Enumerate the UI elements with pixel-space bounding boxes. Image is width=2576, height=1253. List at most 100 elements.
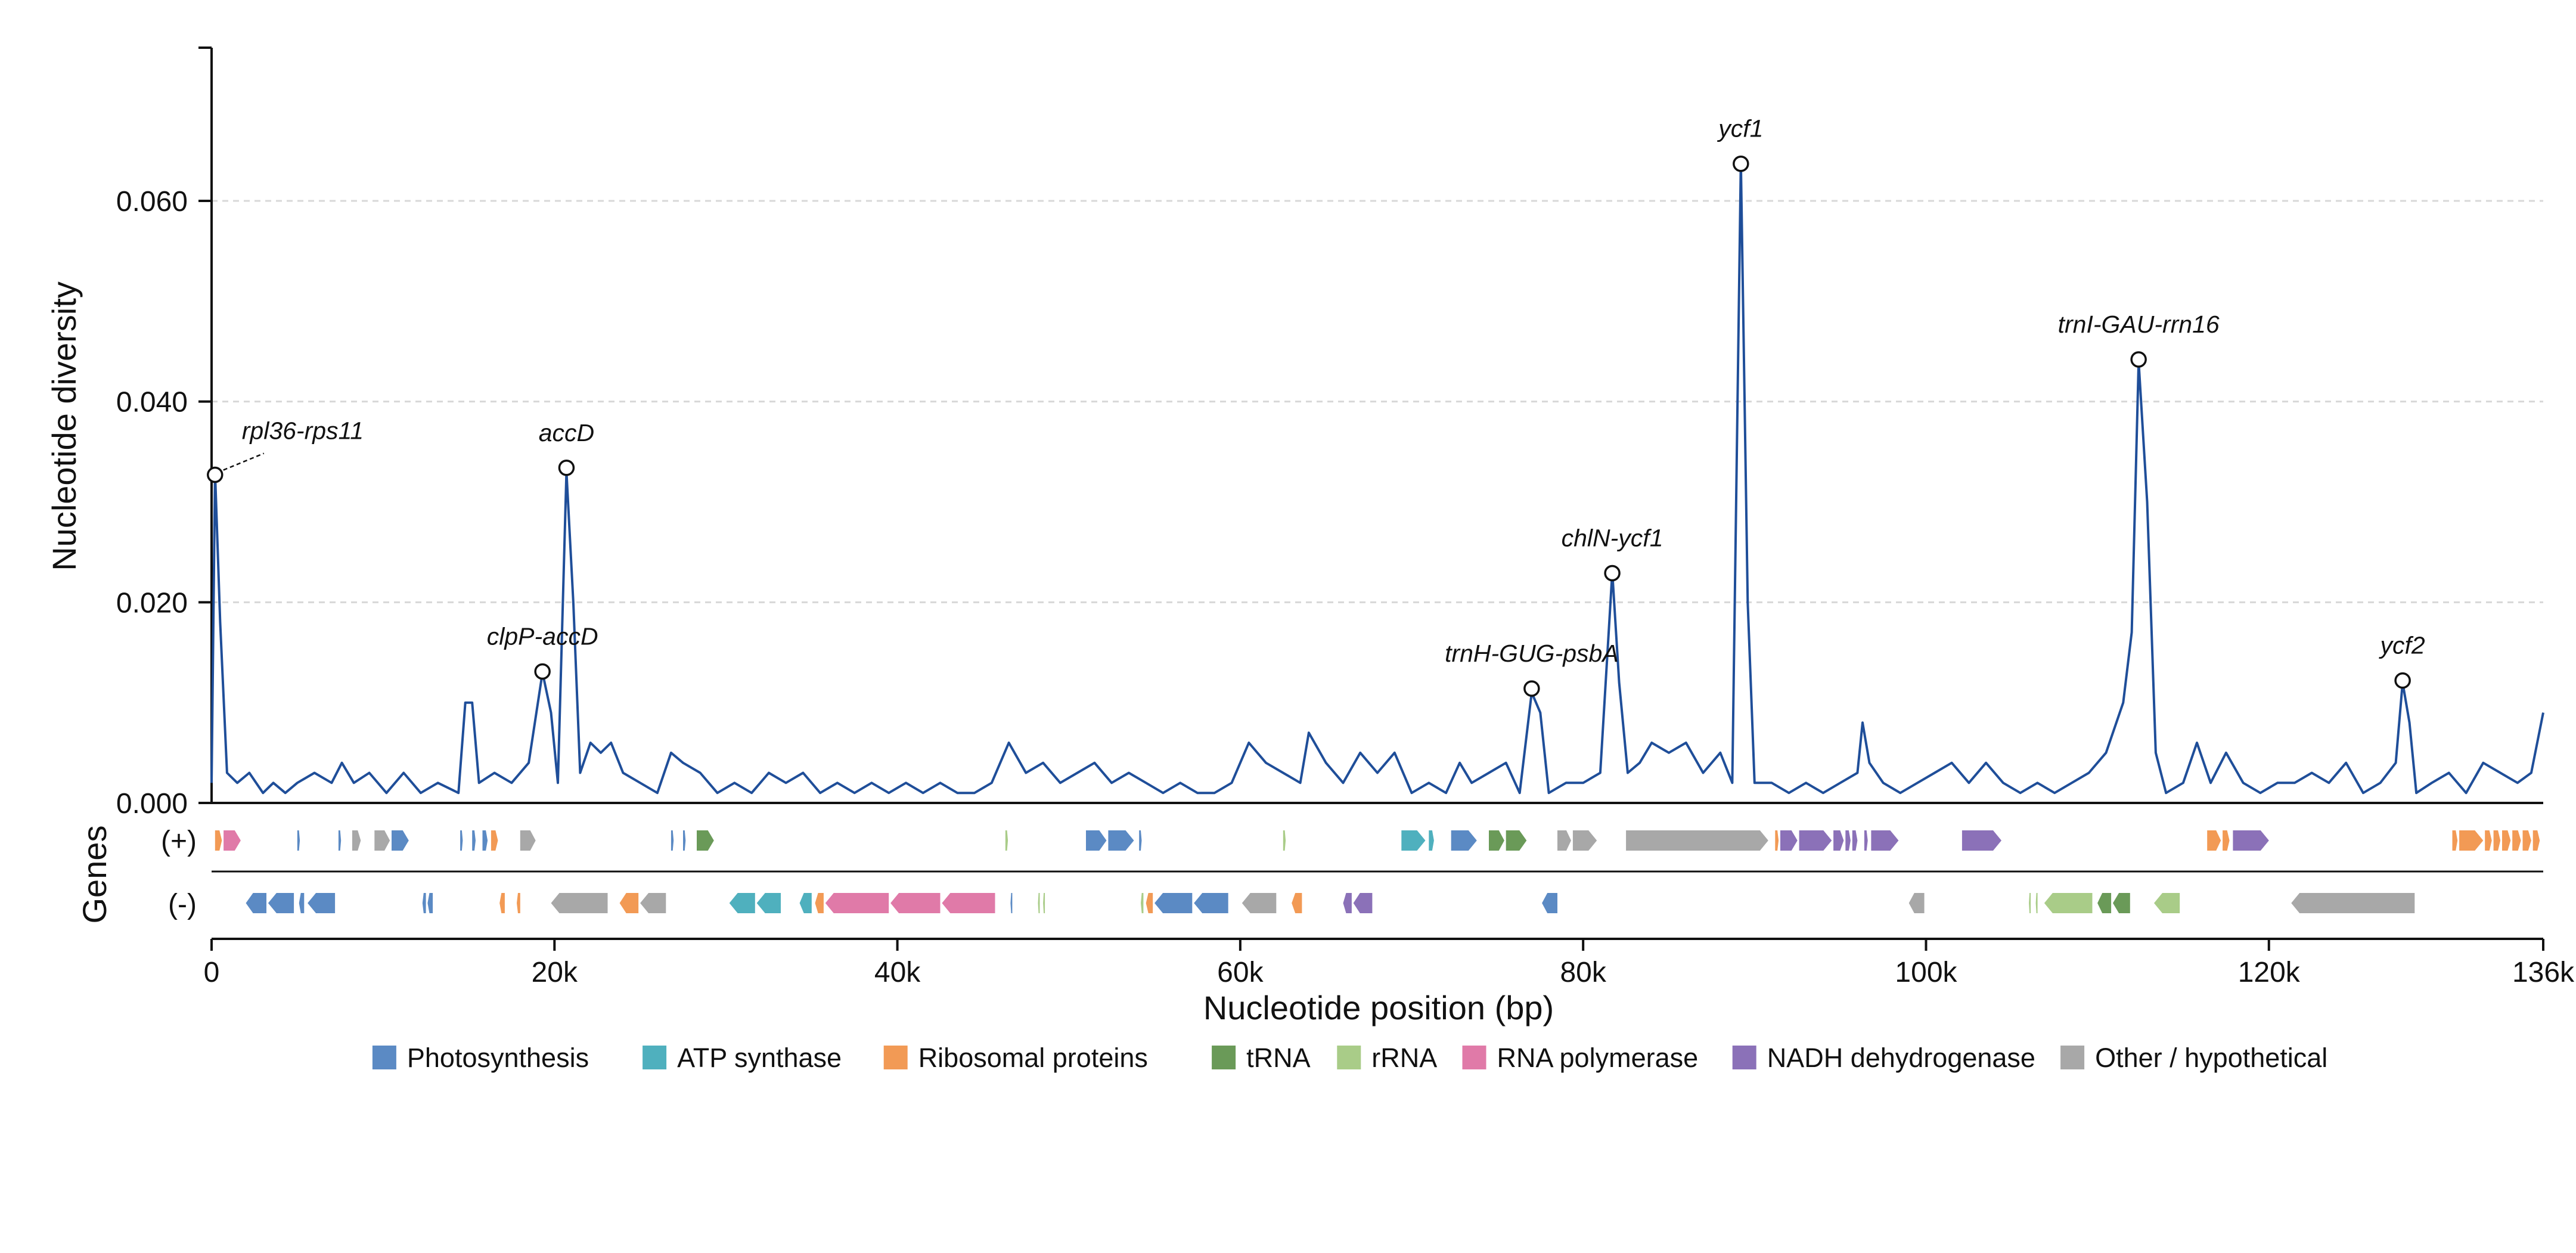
gene-block-0 xyxy=(215,830,222,851)
gene-block-6 xyxy=(392,830,409,851)
peak-marker-5 xyxy=(1733,155,1749,172)
legend-label-rrna: rRNA xyxy=(1371,1043,1437,1073)
gene-track-title: Genes xyxy=(76,826,113,924)
gene-block-74 xyxy=(1292,893,1302,913)
gene-block-28 xyxy=(1775,830,1779,851)
gene-block-12 xyxy=(671,830,674,851)
diversity-series-line xyxy=(210,159,2544,795)
peak-marker-6 xyxy=(2130,351,2147,368)
gene-block-33 xyxy=(1852,830,1858,851)
gene-block-18 xyxy=(1139,830,1142,851)
gene-block-62 xyxy=(815,893,824,913)
x-tick-label-7: 136k xyxy=(2512,957,2575,988)
gene-block-78 xyxy=(1908,893,1925,913)
gene-block-2 xyxy=(297,830,300,851)
gene-block-77 xyxy=(1542,893,1557,913)
gene-block-49 xyxy=(268,893,294,913)
gene-block-4 xyxy=(352,830,361,851)
gene-block-25 xyxy=(1557,830,1571,851)
gene-block-32 xyxy=(1845,830,1851,851)
peak-marker-0 xyxy=(207,466,224,483)
gene-block-1 xyxy=(224,830,241,851)
gene-block-11 xyxy=(520,830,536,851)
peak-marker-3 xyxy=(1523,680,1540,697)
axes: 0.000 0.020 0.040 0.060 0 20k 40k 60k 80k 100k 120… xyxy=(116,46,2575,988)
gene-block-56 xyxy=(551,893,608,913)
gene-block-15 xyxy=(1005,830,1008,851)
gene-block-21 xyxy=(1429,830,1434,851)
gene-block-26 xyxy=(1572,830,1597,851)
strand-label-minus: (-) xyxy=(168,889,197,920)
gene-block-63 xyxy=(825,893,889,913)
gene-block-54 xyxy=(499,893,505,913)
gene-block-75 xyxy=(1343,893,1352,913)
gene-block-7 xyxy=(460,830,463,851)
gene-block-29 xyxy=(1780,830,1798,851)
y-tick-label-2: 0.040 xyxy=(116,387,188,418)
gene-block-53 xyxy=(427,893,433,913)
gene-block-24 xyxy=(1506,830,1527,851)
x-tick-label-2: 40k xyxy=(874,957,921,988)
gene-block-50 xyxy=(299,893,305,913)
gene-block-17 xyxy=(1108,830,1134,851)
peak-annotations: rpl36-rps11 clpP-accD accD trnH-GUG-psbA chl… xyxy=(207,115,2425,697)
gene-block-58 xyxy=(640,893,666,913)
gene-block-42 xyxy=(2485,830,2492,851)
gene-block-41 xyxy=(2459,830,2484,851)
gene-block-52 xyxy=(422,893,426,913)
gene-block-9 xyxy=(482,830,488,851)
gene-block-36 xyxy=(1962,830,2001,851)
x-tick-label-6: 120k xyxy=(2238,957,2301,988)
legend-label-ps: Photosynthesis xyxy=(407,1043,589,1073)
peak-marker-2 xyxy=(558,460,575,476)
x-tick-label-4: 80k xyxy=(1560,957,1606,988)
gene-block-22 xyxy=(1451,830,1477,851)
gene-block-35 xyxy=(1871,830,1899,851)
gene-block-79 xyxy=(2029,893,2031,913)
x-tick-label-1: 20k xyxy=(532,957,578,988)
gene-block-45 xyxy=(2512,830,2521,851)
gene-block-23 xyxy=(1489,830,1504,851)
legend-label-trna: tRNA xyxy=(1246,1043,1311,1073)
gene-block-81 xyxy=(2044,893,2093,913)
gene-block-64 xyxy=(890,893,941,913)
gene-block-48 xyxy=(246,893,266,913)
legend-swatch-atp xyxy=(643,1046,667,1069)
diversity-line-plot xyxy=(210,159,2544,795)
gene-track xyxy=(215,830,2540,913)
gene-block-8 xyxy=(472,830,476,851)
gene-block-68 xyxy=(1043,893,1045,913)
peak-label-3: trnH-GUG-psbA xyxy=(1445,640,1619,667)
gene-block-31 xyxy=(1833,830,1844,851)
gene-block-30 xyxy=(1799,830,1832,851)
peak-label-7: ycf2 xyxy=(2379,632,2425,659)
gene-block-76 xyxy=(1353,893,1373,913)
gene-block-47 xyxy=(2532,830,2540,851)
gene-block-10 xyxy=(491,830,498,851)
peak-marker-1 xyxy=(534,663,551,680)
gene-block-72 xyxy=(1194,893,1228,913)
gene-block-71 xyxy=(1154,893,1193,913)
gene-block-85 xyxy=(2291,893,2415,913)
gene-block-3 xyxy=(338,830,342,851)
gene-block-65 xyxy=(942,893,995,913)
gene-block-34 xyxy=(1864,830,1868,851)
gene-block-67 xyxy=(1038,893,1040,913)
gene-block-61 xyxy=(799,893,812,913)
peak-label-4: chlN-ycf1 xyxy=(1562,525,1663,552)
gene-block-70 xyxy=(1146,893,1153,913)
gene-block-27 xyxy=(1626,830,1768,851)
peak-marker-7 xyxy=(2394,672,2411,689)
gene-block-38 xyxy=(2223,830,2230,851)
grid-lines xyxy=(212,200,2543,603)
y-tick-label-3: 0.060 xyxy=(116,186,188,218)
peak-label-0: rpl36-rps11 xyxy=(242,417,364,445)
peak-label-1: clpP-accD xyxy=(487,622,598,650)
peak-label-5: ycf1 xyxy=(1717,115,1763,142)
gene-block-55 xyxy=(517,893,520,913)
gene-block-44 xyxy=(2502,830,2511,851)
peak-marker-4 xyxy=(1604,565,1621,582)
gene-block-39 xyxy=(2233,830,2269,851)
peak-label-2: accD xyxy=(539,419,594,446)
